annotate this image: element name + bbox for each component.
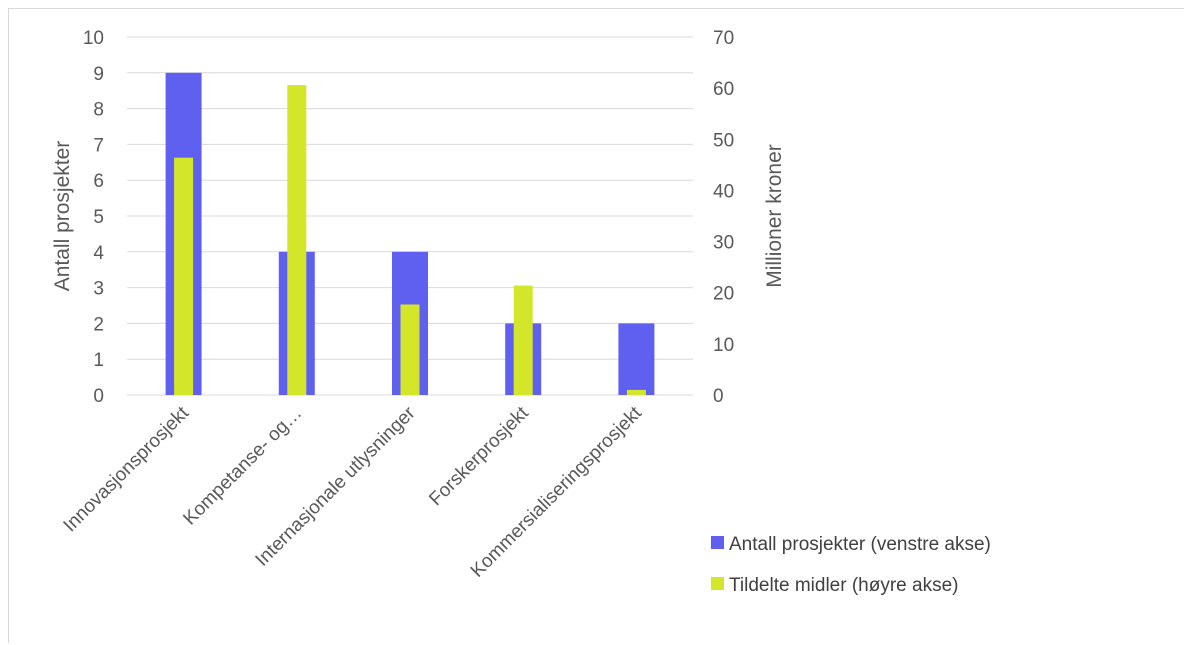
right-tick-label: 0 — [713, 386, 724, 407]
right-tick-label: 60 — [713, 79, 734, 100]
bar-antall-prosjekter — [618, 323, 655, 395]
left-tick-label: 8 — [93, 100, 104, 121]
right-axis-title: Millioner kroner — [763, 144, 786, 288]
legend-swatch-tildelte — [711, 577, 724, 590]
legend-label-antall: Antall prosjekter (venstre akse) — [729, 534, 991, 555]
bar-tildelte-midler — [174, 157, 194, 395]
left-axis-ticks: 0 1 2 3 4 5 6 7 8 9 10 — [83, 28, 105, 407]
legend-swatch-antall — [711, 536, 724, 549]
right-axis-ticks: 0 10 20 30 40 50 60 70 — [713, 28, 734, 407]
bar-tildelte-midler — [400, 304, 420, 395]
category-label: Forskerprosjekt — [425, 402, 533, 510]
right-tick-label: 10 — [713, 335, 734, 356]
right-tick-label: 50 — [713, 130, 734, 151]
left-tick-label: 4 — [93, 243, 104, 264]
chart-frame — [8, 8, 1184, 643]
legend: Antall prosjekter (venstre akse) Tildelt… — [711, 534, 991, 596]
category-label: Innovasjonsprosjekt — [60, 402, 194, 536]
left-tick-label: 7 — [93, 135, 104, 156]
bar-tildelte-midler — [626, 389, 646, 395]
left-tick-label: 5 — [93, 207, 104, 228]
left-tick-label: 6 — [93, 171, 104, 192]
left-tick-label: 0 — [93, 386, 104, 407]
left-tick-label: 2 — [93, 314, 104, 335]
left-axis-title: Antall prosjekter — [51, 141, 74, 292]
bars — [165, 72, 655, 396]
bar-tildelte-midler — [513, 285, 533, 395]
right-tick-label: 20 — [713, 284, 734, 305]
right-tick-label: 40 — [713, 181, 734, 202]
right-tick-label: 70 — [713, 28, 734, 49]
legend-label-tildelte: Tildelte midler (høyre akse) — [729, 575, 958, 596]
left-tick-label: 1 — [93, 350, 104, 371]
left-tick-label: 3 — [93, 279, 104, 300]
left-tick-label: 9 — [93, 64, 104, 85]
left-tick-label: 10 — [83, 28, 104, 49]
bar-tildelte-midler — [287, 85, 307, 396]
category-label: Kompetanse- og… — [179, 403, 306, 530]
right-tick-label: 30 — [713, 233, 734, 254]
